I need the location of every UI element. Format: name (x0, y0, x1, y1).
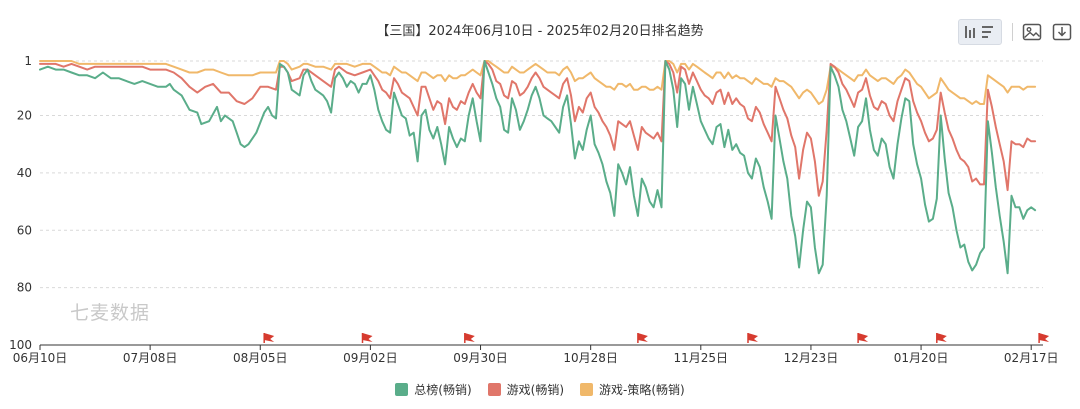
x-tick-label: 06月10日 (13, 351, 68, 365)
event-flag-marker (263, 333, 275, 343)
event-flag-marker (361, 333, 373, 343)
series-line-2 (39, 60, 1037, 105)
legend-label: 游戏-策略(畅销) (599, 383, 685, 397)
y-tick-label: 100 (9, 338, 32, 352)
y-tick-label: 40 (17, 166, 32, 180)
legend-item-2[interactable]: 游戏-策略(畅销) (580, 381, 685, 398)
chart-toolbar (958, 19, 1079, 45)
watermark: 七麦数据 (70, 302, 151, 324)
flag-banner (264, 333, 275, 342)
legend-swatch (580, 383, 594, 396)
flag-banner (748, 333, 758, 342)
download-icon (1052, 23, 1072, 41)
y-tick-label: 60 (17, 223, 32, 237)
x-tick-label: 09月30日 (453, 351, 508, 365)
x-tick-label: 07月08日 (123, 351, 178, 365)
download-button[interactable] (1049, 20, 1075, 44)
event-flag-marker (1038, 333, 1050, 343)
x-tick-label: 08月05日 (233, 351, 288, 365)
event-flag-marker (637, 333, 648, 343)
y-tick-label: 20 (17, 109, 32, 123)
x-tick-label: 12月23日 (784, 351, 839, 365)
image-icon (1022, 23, 1042, 41)
series-line-0 (39, 60, 1037, 275)
legend-item-0[interactable]: 总榜(畅销) (395, 381, 472, 398)
event-flag-marker (936, 333, 947, 343)
toolbar-divider (1012, 23, 1013, 41)
series-line-1 (39, 60, 1037, 197)
flag-banner (362, 333, 373, 342)
y-tick-label: 80 (17, 281, 32, 295)
x-tick-label: 09月02日 (343, 351, 398, 365)
y-tick-label: 1 (24, 54, 32, 68)
flag-banner (858, 333, 869, 342)
flag-banner (637, 333, 648, 342)
event-flag-marker (464, 333, 475, 343)
chart-title: 【三国】2024年06月10日 - 2025年02月20日排名趋势 (376, 24, 704, 39)
flag-banner (464, 333, 475, 342)
x-tick-label: 10月28日 (563, 351, 618, 365)
event-flag-marker (857, 333, 869, 343)
event-flag-marker (747, 333, 758, 343)
x-tick-label: 11月25日 (674, 351, 729, 365)
flag-banner (1039, 333, 1050, 342)
flag-banner (936, 333, 947, 342)
legend-swatch (395, 383, 409, 396)
legend-swatch (487, 383, 501, 396)
chart-view-button[interactable] (958, 19, 1002, 45)
chart-legend: 总榜(畅销) 游戏(畅销) 游戏-策略(畅销) (0, 381, 1080, 398)
legend-label: 总榜(畅销) (414, 383, 472, 397)
x-tick-label: 02月17日 (1004, 351, 1059, 365)
x-tick-label: 01月20日 (894, 351, 949, 365)
bar-chart-icon (965, 26, 993, 38)
legend-item-1[interactable]: 游戏(畅销) (487, 381, 565, 398)
legend-label: 游戏(畅销) (506, 383, 565, 397)
save-image-button[interactable] (1019, 20, 1045, 44)
